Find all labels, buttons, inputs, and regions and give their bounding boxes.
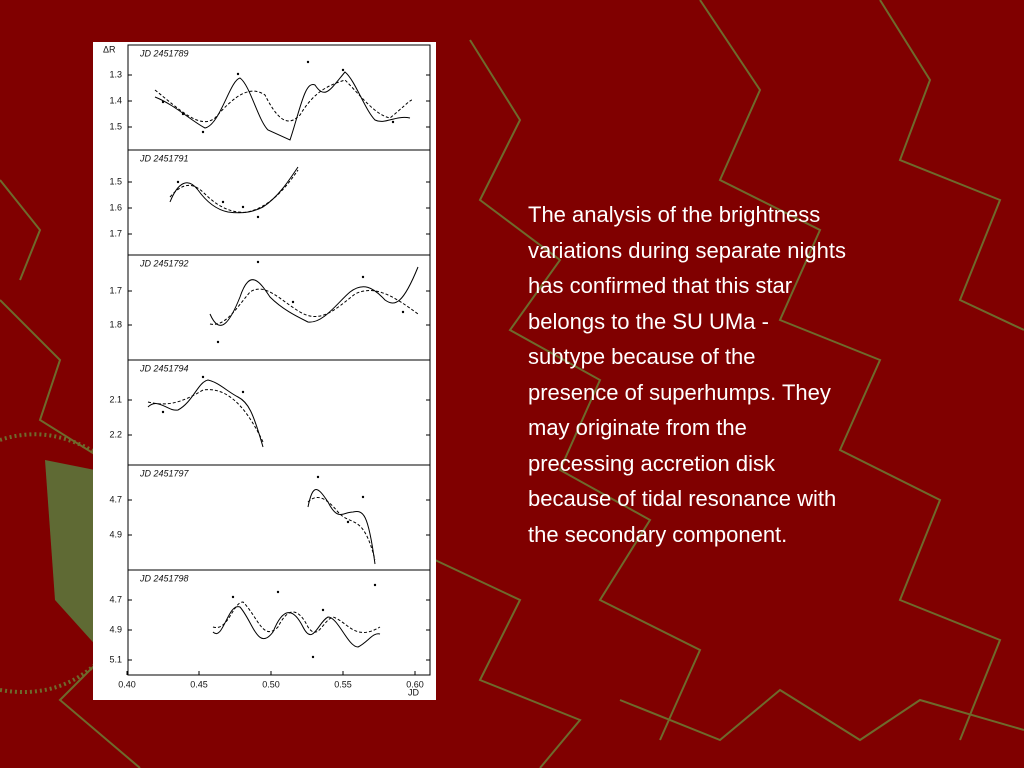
y-axis-label: ΔR [103, 44, 116, 54]
text-line: the secondary component. [528, 521, 788, 547]
y-tick-label: 1.3 [109, 69, 122, 79]
panel-label: JD 2451797 [139, 468, 190, 478]
y-tick-label: 1.5 [109, 176, 122, 186]
text-line: presence of superhumps. They [528, 379, 831, 405]
text-line: because of tidal resonance with [528, 486, 837, 511]
y-tick-label: 2.2 [109, 429, 122, 439]
y-tick-label: 4.7 [109, 494, 122, 504]
light-curves [147, 71, 419, 648]
panel-frame [127, 569, 431, 676]
text-line: precessing accretion disk [528, 450, 776, 476]
x-axis-label: JD [408, 687, 420, 697]
panel-label: JD 2451789 [139, 48, 189, 58]
y-tick-label: 1.5 [109, 121, 122, 131]
text-line: variations during separate nights [528, 237, 846, 263]
x-tick-label: 0.55 [334, 679, 352, 689]
text-line: has confirmed that this star [528, 273, 793, 298]
y-tick-label: 1.7 [109, 228, 122, 238]
panel-label: JD 2451794 [139, 363, 189, 373]
light-curve-figure: JD 2451789 1.3 1.4 1.5 JD 2451791 1.5 1.6 1.7 JD… [93, 42, 436, 700]
panel-label: JD 2451791 [139, 153, 189, 163]
y-tick-label: 1.4 [109, 95, 122, 105]
text-line: The analysis of the brightness [528, 202, 821, 227]
x-tick-label: 0.60 [406, 679, 424, 689]
y-tick-label: 2.1 [109, 394, 122, 404]
x-tick-label: 0.50 [262, 679, 280, 689]
body-text: The analysis of the brightness variations… [528, 197, 846, 552]
text-line: subtype because of the [528, 344, 756, 369]
x-tick-label: 0.40 [118, 679, 136, 689]
panel-label: JD 2451798 [139, 573, 189, 583]
y-tick-label: 1.6 [109, 202, 122, 212]
y-tick-label: 4.9 [109, 624, 122, 634]
y-tick-label: 4.9 [109, 529, 122, 539]
y-tick-label: 5.1 [109, 654, 122, 664]
y-tick-label: 1.8 [109, 319, 122, 329]
text-line: may originate from the [528, 415, 747, 440]
x-tick-label: 0.45 [190, 679, 208, 689]
text-line: belongs to the SU UMa - [528, 308, 769, 334]
y-tick-label: 4.7 [109, 594, 122, 604]
figure-background [93, 42, 436, 700]
data-points [161, 60, 405, 659]
y-tick-label: 1.7 [109, 285, 122, 295]
panel-label: JD 2451792 [139, 258, 189, 268]
